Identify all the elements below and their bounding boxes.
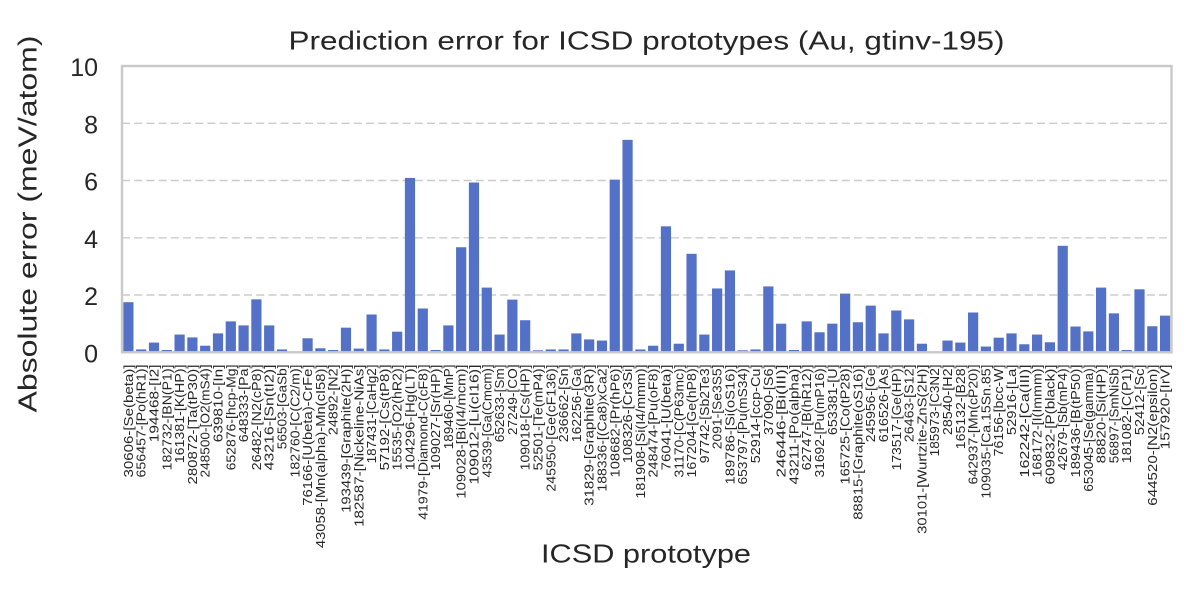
svg-text:76156-[bcc-W]: 76156-[bcc-W] xyxy=(991,365,1006,457)
svg-text:0: 0 xyxy=(84,340,98,368)
svg-text:162242-[Ca(III)]: 162242-[Ca(III)] xyxy=(1017,365,1032,478)
svg-text:245956-[Ge]: 245956-[Ge] xyxy=(863,365,878,443)
svg-text:4: 4 xyxy=(84,226,98,254)
svg-text:6: 6 xyxy=(84,169,98,197)
svg-text:108326-[Cr3Si]: 108326-[Cr3Si] xyxy=(620,365,635,464)
svg-text:187431-[CaHg2]: 187431-[CaHg2] xyxy=(364,365,379,464)
svg-text:653797-[Pu(mS34)]: 653797-[Pu(mS34)] xyxy=(735,365,750,485)
svg-text:52412-[Sc]: 52412-[Sc] xyxy=(1132,365,1147,436)
svg-text:62747-[B(hR12)]: 62747-[B(hR12)] xyxy=(799,365,814,471)
svg-text:37090-[S6]: 37090-[S6] xyxy=(761,365,776,436)
svg-text:57192-[Cs(tP8)]: 57192-[Cs(tP8)] xyxy=(377,365,392,471)
svg-text:Absolute error (meV/atom): Absolute error (meV/atom) xyxy=(13,36,43,413)
svg-text:26482-[N2(cP8)]: 26482-[N2(cP8)] xyxy=(249,365,264,471)
svg-text:181082-[C(P1)]: 181082-[C(P1)] xyxy=(1119,365,1134,464)
svg-text:248500-[O2(mS4)]: 248500-[O2(mS4)] xyxy=(198,365,213,478)
svg-text:644520-[N2(epsilon)]: 644520-[N2(epsilon)] xyxy=(1145,365,1160,506)
svg-text:31170-[C(P63mc)]: 31170-[C(P63mc)] xyxy=(671,365,686,478)
svg-text:41979-[Diamond-C(cF8)]: 41979-[Diamond-C(cF8)] xyxy=(415,365,430,520)
svg-text:616526-[As]: 616526-[As] xyxy=(876,365,891,443)
svg-text:652876-[hcp-Mg]: 652876-[hcp-Mg] xyxy=(223,365,238,471)
svg-text:24892-[N2]: 24892-[N2] xyxy=(326,365,341,436)
svg-text:185973-[C3N2]: 185973-[C3N2] xyxy=(927,365,942,457)
svg-text:182760-[C(C2/m)]: 182760-[C(C2/m)] xyxy=(287,365,302,478)
svg-text:642937-[Mn(cP20)]: 642937-[Mn(cP20)] xyxy=(966,365,981,485)
svg-text:31829-[Graphite(3R)]: 31829-[Graphite(3R)] xyxy=(582,365,597,506)
svg-text:165725-[Co(tP28)]: 165725-[Co(tP28)] xyxy=(838,365,853,485)
svg-text:246446-[Bi(III)]: 246446-[Bi(III)] xyxy=(774,365,789,478)
svg-text:56503-[GaSb]: 56503-[GaSb] xyxy=(274,364,289,449)
svg-text:194468-[I2]: 194468-[I2] xyxy=(147,365,162,443)
svg-text:648333-[Pa]: 648333-[Pa] xyxy=(236,365,251,443)
svg-text:43211-[Po(alpha)]: 43211-[Po(alpha)] xyxy=(786,365,801,485)
svg-text:652633-[Sm]: 652633-[Sm] xyxy=(492,365,507,443)
svg-text:108682-[Pr(hP6)]: 108682-[Pr(hP6)] xyxy=(607,365,622,478)
svg-text:182732-[BN(P1)]: 182732-[BN(P1)] xyxy=(159,365,174,471)
svg-text:76166-[U(beta)-CrFe]: 76166-[U(beta)-CrFe] xyxy=(300,364,315,505)
svg-text:656457-[Po(hR1)]: 656457-[Po(hR1)] xyxy=(134,365,149,478)
svg-text:189460-[MnP]: 189460-[MnP] xyxy=(441,365,456,450)
svg-text:639810-[In]: 639810-[In] xyxy=(210,365,225,443)
svg-text:52501-[Te(mP4)]: 52501-[Te(mP4)] xyxy=(530,365,545,471)
svg-text:31692-[Pu(mP16)]: 31692-[Pu(mP16)] xyxy=(812,365,827,478)
svg-text:653381-[U]: 653381-[U] xyxy=(825,365,840,436)
svg-text:189786-[Si(oS16)]: 189786-[Si(oS16)] xyxy=(722,365,737,485)
svg-text:43216-[Sn(tI2)]: 43216-[Sn(tI2)] xyxy=(262,365,277,471)
svg-text:109035-[Ca.15Sn.85]: 109035-[Ca.15Sn.85] xyxy=(978,365,993,499)
svg-text:168172-[I(Immm)]: 168172-[I(Immm)] xyxy=(1030,365,1045,478)
svg-text:182587-[Nickeline-NiAs]: 182587-[Nickeline-NiAs] xyxy=(351,365,366,527)
svg-text:189436-[B(tP50)]: 189436-[B(tP50)] xyxy=(1068,365,1083,478)
svg-text:245950-[Ge(cF136)]: 245950-[Ge(cF136)] xyxy=(543,365,558,492)
svg-text:ICSD prototype: ICSD prototype xyxy=(541,539,751,569)
svg-text:2: 2 xyxy=(84,283,98,311)
svg-text:653045-[Se(gamma)]: 653045-[Se(gamma)] xyxy=(1081,365,1096,492)
svg-text:30101-[Wurtzite-ZnS(2H)]: 30101-[Wurtzite-ZnS(2H)] xyxy=(914,364,929,533)
svg-text:104296-[Hg(LT)]: 104296-[Hg(LT)] xyxy=(402,365,417,471)
svg-text:165132-[B28]: 165132-[B28] xyxy=(953,365,968,450)
svg-text:88815-[Graphite(oS16)]: 88815-[Graphite(oS16)] xyxy=(850,365,865,520)
svg-text:76041-[U(beta)]: 76041-[U(beta)] xyxy=(658,365,673,471)
svg-text:28540-[H2]: 28540-[H2] xyxy=(940,365,955,436)
svg-text:42679-[Sb(mP4)]: 42679-[Sb(mP4)] xyxy=(1055,365,1070,471)
svg-text:181908-[Si(I4/mmm)]: 181908-[Si(I4/mmm)] xyxy=(633,365,648,499)
svg-text:236662-[Sn]: 236662-[Sn] xyxy=(556,365,571,443)
svg-text:109027-[Sr(HP)]: 109027-[Sr(HP)] xyxy=(428,365,443,471)
svg-text:52914-[ccp-Cu]: 52914-[ccp-Cu] xyxy=(748,365,763,464)
svg-text:26463-[S12]: 26463-[S12] xyxy=(902,365,917,443)
svg-text:52916-[La]: 52916-[La] xyxy=(1004,365,1019,436)
svg-text:188336-[(Ca8)xCa2]: 188336-[(Ca8)xCa2] xyxy=(594,365,609,492)
svg-text:109012-[Li(cI16)]: 109012-[Li(cI16)] xyxy=(466,364,481,484)
svg-text:280872-[Ta(tP30)]: 280872-[Ta(tP30)] xyxy=(185,365,200,485)
svg-text:193439-[Graphite(2H)]: 193439-[Graphite(2H)] xyxy=(338,365,353,513)
svg-text:43539-[Ga(Cmcm)]: 43539-[Ga(Cmcm)] xyxy=(479,365,494,478)
svg-text:167204-[Ge(hP8)]: 167204-[Ge(hP8)] xyxy=(684,365,699,478)
svg-text:248474-[Pu(oF8)]: 248474-[Pu(oF8)] xyxy=(646,365,661,478)
svg-text:27249-[CO]: 27249-[CO] xyxy=(505,365,520,436)
svg-text:97742-[Sb2Te3]: 97742-[Sb2Te3] xyxy=(697,365,712,464)
svg-text:109018-[Cs(HP)]: 109018-[Cs(HP)] xyxy=(518,365,533,471)
svg-text:162256-[Ga]: 162256-[Ga] xyxy=(569,365,584,443)
svg-text:109028-[Bi(I4/mcm)]: 109028-[Bi(I4/mcm)] xyxy=(454,365,469,499)
svg-text:8: 8 xyxy=(84,111,98,139)
svg-text:609832-[P(black)]: 609832-[P(black)] xyxy=(1042,365,1057,485)
svg-text:173517-[Ge(HP)]: 173517-[Ge(HP)] xyxy=(889,365,904,471)
svg-text:10: 10 xyxy=(70,54,98,82)
svg-text:2091-[Se3S5]: 2091-[Se3S5] xyxy=(710,365,725,450)
svg-text:161381-[K(HP)]: 161381-[K(HP)] xyxy=(172,365,187,464)
svg-text:43058-[Mn(alpha)-Mn(cI58)]: 43058-[Mn(alpha)-Mn(cI58)] xyxy=(313,365,328,549)
svg-text:56897-[SmNiSb]: 56897-[SmNiSb] xyxy=(1106,365,1121,464)
svg-text:15535-[O2(hR2)]: 15535-[O2(hR2)] xyxy=(390,365,405,471)
svg-text:157920-[IrV]: 157920-[IrV] xyxy=(1158,365,1173,450)
svg-text:88820-[Si(HP)]: 88820-[Si(HP)] xyxy=(1094,365,1109,464)
svg-text:Prediction error for ICSD prot: Prediction error for ICSD prototypes (Au… xyxy=(289,26,1005,56)
svg-text:30606-[Se(beta)]: 30606-[Se(beta)] xyxy=(121,365,136,478)
